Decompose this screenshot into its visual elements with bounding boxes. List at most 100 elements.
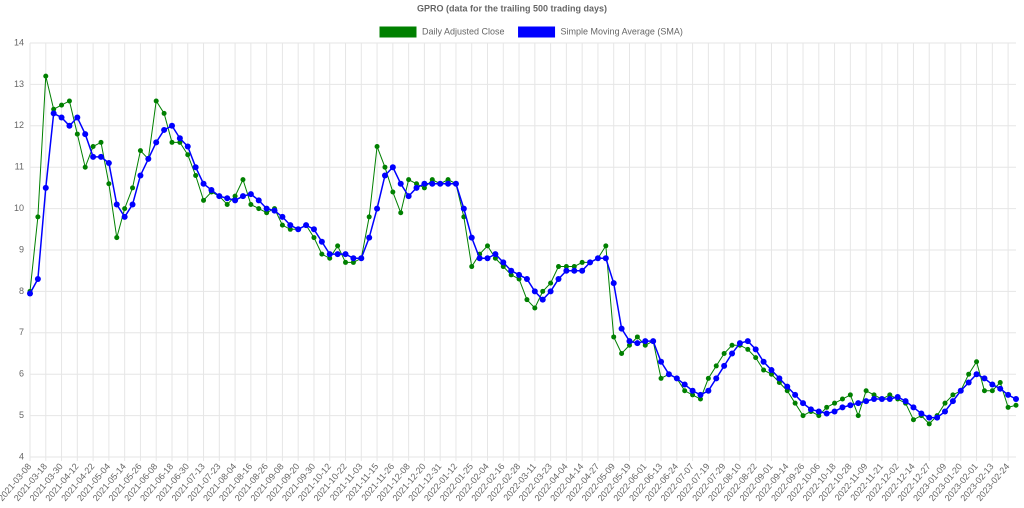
data-point [460, 205, 467, 212]
data-point [587, 259, 594, 266]
data-point [342, 251, 349, 258]
data-point [58, 114, 65, 121]
data-point [271, 207, 278, 214]
data-point [942, 400, 948, 406]
data-point [626, 342, 632, 348]
data-point [374, 144, 380, 149]
data-point [721, 351, 727, 356]
data-point [145, 155, 152, 162]
data-point [555, 264, 561, 270]
data-point [184, 143, 191, 150]
data-point [114, 235, 120, 241]
data-point [263, 205, 270, 212]
data-point [705, 387, 712, 394]
data-point [279, 213, 286, 220]
data-point [327, 255, 333, 261]
data-point [965, 379, 972, 386]
data-point [216, 193, 223, 200]
y-tick-label: 14 [14, 37, 24, 47]
data-point [200, 180, 207, 187]
data-point [539, 296, 546, 303]
data-point [682, 388, 688, 394]
data-point [634, 340, 641, 347]
data-point [886, 396, 893, 403]
series-line [29, 76, 1017, 425]
data-point [469, 264, 475, 270]
data-point [563, 264, 569, 270]
data-point [264, 210, 270, 216]
data-point [82, 164, 88, 170]
data-point [476, 255, 483, 262]
data-point [878, 396, 885, 403]
data-point [319, 251, 325, 257]
data-point [745, 346, 751, 352]
data-point [910, 404, 917, 411]
data-point [106, 181, 112, 187]
data-point [1005, 391, 1012, 398]
data-point [429, 180, 436, 187]
data-point [287, 226, 293, 232]
data-point [485, 243, 491, 249]
data-point [445, 177, 451, 183]
data-point [744, 338, 751, 345]
data-point [729, 350, 736, 357]
data-point [137, 172, 144, 179]
data-point [697, 391, 704, 398]
data-point [177, 139, 183, 145]
data-point [192, 164, 199, 171]
data-point [74, 131, 80, 137]
data-point [768, 367, 775, 374]
data-point [863, 398, 870, 405]
data-point [871, 392, 877, 398]
data-point [942, 408, 949, 415]
data-point [232, 193, 238, 199]
data-point [603, 243, 609, 249]
data-point [784, 388, 790, 394]
data-point [414, 181, 420, 187]
data-point [508, 267, 515, 274]
data-point [398, 210, 404, 216]
y-tick-label: 8 [19, 286, 24, 296]
data-point [295, 226, 302, 233]
data-point [161, 110, 167, 116]
data-point [642, 342, 648, 348]
data-point [130, 185, 136, 191]
legend-swatch [379, 26, 417, 38]
legend-swatch [518, 26, 556, 38]
data-point [445, 180, 452, 187]
y-tick-label: 4 [19, 451, 24, 461]
data-point [208, 186, 215, 193]
data-point [642, 338, 649, 345]
data-point [389, 164, 396, 171]
data-point [658, 358, 665, 365]
data-point [97, 153, 104, 160]
data-point [548, 280, 554, 286]
legend-label: Simple Moving Average (SMA) [561, 26, 683, 36]
data-point [452, 180, 459, 187]
chart-title: GPRO (data for the trailing 500 trading … [417, 3, 607, 13]
data-point [256, 206, 262, 212]
data-point [839, 396, 845, 402]
y-tick-label: 6 [19, 369, 24, 379]
data-point [468, 234, 475, 241]
data-point [626, 338, 633, 345]
data-point [42, 184, 49, 191]
data-point [579, 259, 585, 265]
data-point [193, 172, 199, 178]
data-point [224, 201, 230, 207]
data-point [105, 160, 112, 167]
data-point [689, 387, 696, 394]
data-point [800, 400, 807, 407]
data-point [594, 255, 601, 262]
data-point [484, 255, 491, 262]
data-point [240, 177, 246, 183]
y-tick-label: 7 [19, 327, 24, 337]
data-point [1013, 396, 1019, 403]
data-point [752, 346, 759, 353]
data-point [35, 214, 41, 220]
data-point [681, 381, 688, 388]
data-point [847, 402, 854, 409]
data-point [185, 152, 191, 158]
data-point [381, 172, 388, 179]
data-point [902, 398, 909, 405]
